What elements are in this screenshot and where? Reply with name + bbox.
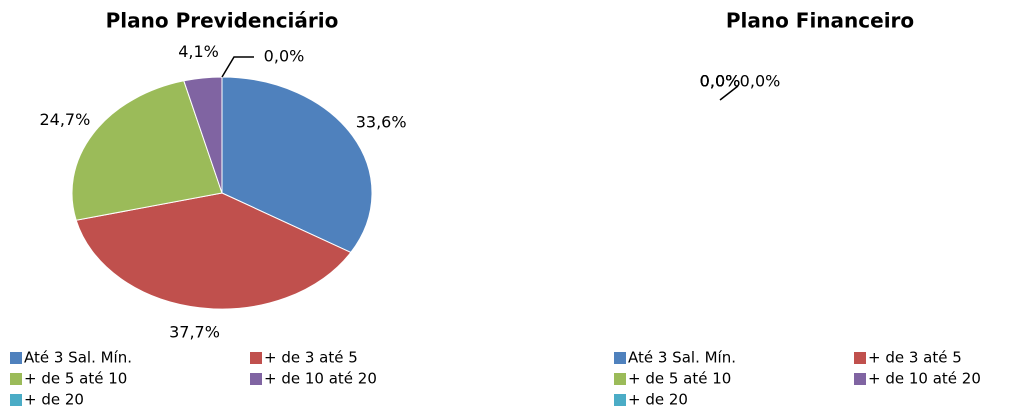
legend-swatch bbox=[10, 373, 22, 385]
legend-label: + de 20 bbox=[628, 391, 688, 409]
legend-label: + de 5 até 10 bbox=[628, 370, 731, 388]
legend-label: + de 10 até 20 bbox=[264, 370, 377, 388]
chart-title: Plano Previdenciário bbox=[106, 9, 339, 33]
pie-slice bbox=[75, 192, 352, 310]
legend-swatch bbox=[614, 373, 626, 385]
data-label: 0,0% bbox=[700, 72, 741, 91]
legend-swatch bbox=[614, 352, 626, 364]
chart-title: Plano Financeiro bbox=[726, 9, 914, 33]
legend-label: + de 10 até 20 bbox=[868, 370, 981, 388]
legend-swatch bbox=[250, 373, 262, 385]
legend-swatch bbox=[854, 373, 866, 385]
legend-swatch bbox=[250, 352, 262, 364]
data-label: 0,0% bbox=[700, 72, 741, 91]
legend-swatch bbox=[854, 352, 866, 364]
data-label: 0,0% bbox=[700, 72, 741, 91]
legend-label: + de 5 até 10 bbox=[24, 370, 127, 388]
pie-slice bbox=[71, 80, 223, 221]
legend-swatch bbox=[10, 352, 22, 364]
data-label: 33,6% bbox=[356, 113, 407, 132]
legend-swatch bbox=[10, 394, 22, 406]
data-label: 0,0% bbox=[264, 47, 305, 66]
pie-slice bbox=[183, 76, 223, 194]
legend-label: + de 3 até 5 bbox=[868, 349, 962, 367]
data-label: 0,0% bbox=[740, 72, 781, 91]
legend-label: + de 20 bbox=[24, 391, 84, 409]
data-label: 24,7% bbox=[39, 110, 90, 129]
legend-label: Até 3 Sal. Mín. bbox=[24, 349, 132, 367]
leader-line bbox=[221, 56, 254, 78]
pie-slice bbox=[221, 76, 373, 254]
legend-swatch bbox=[614, 394, 626, 406]
legend-label: Até 3 Sal. Mín. bbox=[628, 349, 736, 367]
leader-line bbox=[719, 85, 739, 101]
data-label: 37,7% bbox=[169, 322, 220, 341]
data-label: 4,1% bbox=[178, 42, 219, 61]
legend-label: + de 3 até 5 bbox=[264, 349, 358, 367]
data-label: 0,0% bbox=[700, 72, 741, 91]
